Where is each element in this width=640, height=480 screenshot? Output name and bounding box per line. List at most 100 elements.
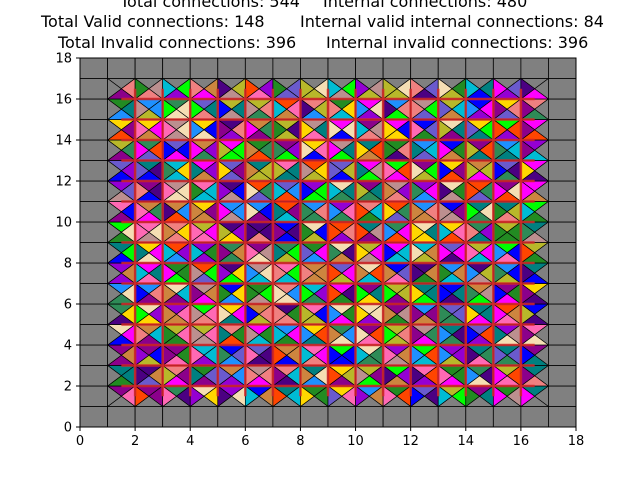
border-cell [79,201,108,223]
piece-triangle [107,159,122,182]
border-cell [217,57,246,79]
border-cell [107,406,136,428]
border-cell [272,406,301,428]
y-tick-label: 6 [64,298,72,313]
y-tick-label: 8 [64,257,72,272]
border-cell [548,98,577,120]
border-cell [79,139,108,161]
piece-triangle [107,139,122,162]
x-tick-label: 0 [76,434,84,449]
piece-triangle [107,77,122,100]
border-cell [244,406,274,428]
border-cell [79,262,108,284]
border-cell [107,57,136,79]
title-internal-invalid: Internal invalid connections: 396 [326,33,589,52]
piece-triangle [107,364,122,387]
chart-title: Total connections: 544 Internal connecti… [0,0,640,58]
x-tick-label: 14 [458,434,475,449]
title-internal-connections: Internal connections: 480 [323,0,528,11]
border-cell [410,57,439,79]
border-cell [272,57,301,79]
title-internal-valid: Internal valid internal connections: 84 [300,12,604,31]
title-total-invalid: Total Invalid connections: 396 [58,33,297,52]
border-cell [382,406,412,428]
y-tick-label: 14 [55,134,72,149]
plot-area [79,57,577,428]
border-cell [437,57,467,79]
x-tick-label: 12 [402,434,419,449]
piece-triangle [107,200,122,223]
y-tick-label: 12 [55,175,72,190]
border-cell [189,406,219,428]
border-cell [548,303,577,325]
border-cell [520,406,549,428]
border-cell [492,406,522,428]
y-tick-label: 0 [64,421,72,436]
axes-frame [79,57,577,428]
border-cell [162,57,191,79]
y-tick-label: 16 [55,93,72,108]
border-cell [217,406,246,428]
border-cell [410,406,439,428]
border-cell [162,406,191,428]
title-total-valid: Total Valid connections: 148 [41,12,265,31]
border-cell [465,406,494,428]
border-cell [79,385,108,407]
border-cell [79,180,108,202]
border-cell [548,160,577,182]
border-cell [548,283,577,305]
piece-triangle [107,241,122,264]
border-cell [327,57,356,79]
border-cell [548,57,577,79]
piece-triangle [107,118,122,141]
piece-triangle [107,303,122,326]
border-cell [548,221,577,243]
piece-triangle [107,282,122,305]
border-cell [548,180,577,202]
piece-triangle [107,344,122,367]
border-cell [548,344,577,366]
border-cell [548,201,577,223]
border-cell [548,262,577,284]
border-cell [134,57,164,79]
title-total-connections: Total connections: 544 [120,0,300,11]
border-cell [79,283,108,305]
x-tick-label: 8 [296,434,304,449]
border-cell [79,303,108,325]
x-tick-label: 4 [186,434,194,449]
border-cell [79,242,108,264]
border-cell [244,57,274,79]
border-cell [548,406,577,428]
x-tick-label: 6 [241,434,249,449]
border-cell [548,78,577,100]
border-cell [79,406,108,428]
x-tick-label: 2 [131,434,139,449]
border-cell [548,324,577,346]
border-cell [189,57,219,79]
border-cell [548,139,577,161]
border-cell [548,365,577,387]
border-cell [520,57,549,79]
border-cell [79,344,108,366]
border-cell [79,160,108,182]
border-cell [79,365,108,387]
y-tick-label: 2 [64,380,72,395]
border-cell [300,406,329,428]
border-cell [355,406,384,428]
border-cell [492,57,522,79]
border-cell [300,57,329,79]
piece-triangle [107,385,122,408]
y-tick-label: 10 [55,216,72,231]
border-cell [79,57,108,79]
piece-triangle [107,98,122,121]
border-cell [382,57,412,79]
border-cell [548,242,577,264]
border-cell [437,406,467,428]
piece-triangle [107,323,122,346]
border-cell [79,324,108,346]
y-tick-label: 4 [64,339,72,354]
border-cell [548,119,577,141]
border-cell [79,221,108,243]
border-cell [548,385,577,407]
